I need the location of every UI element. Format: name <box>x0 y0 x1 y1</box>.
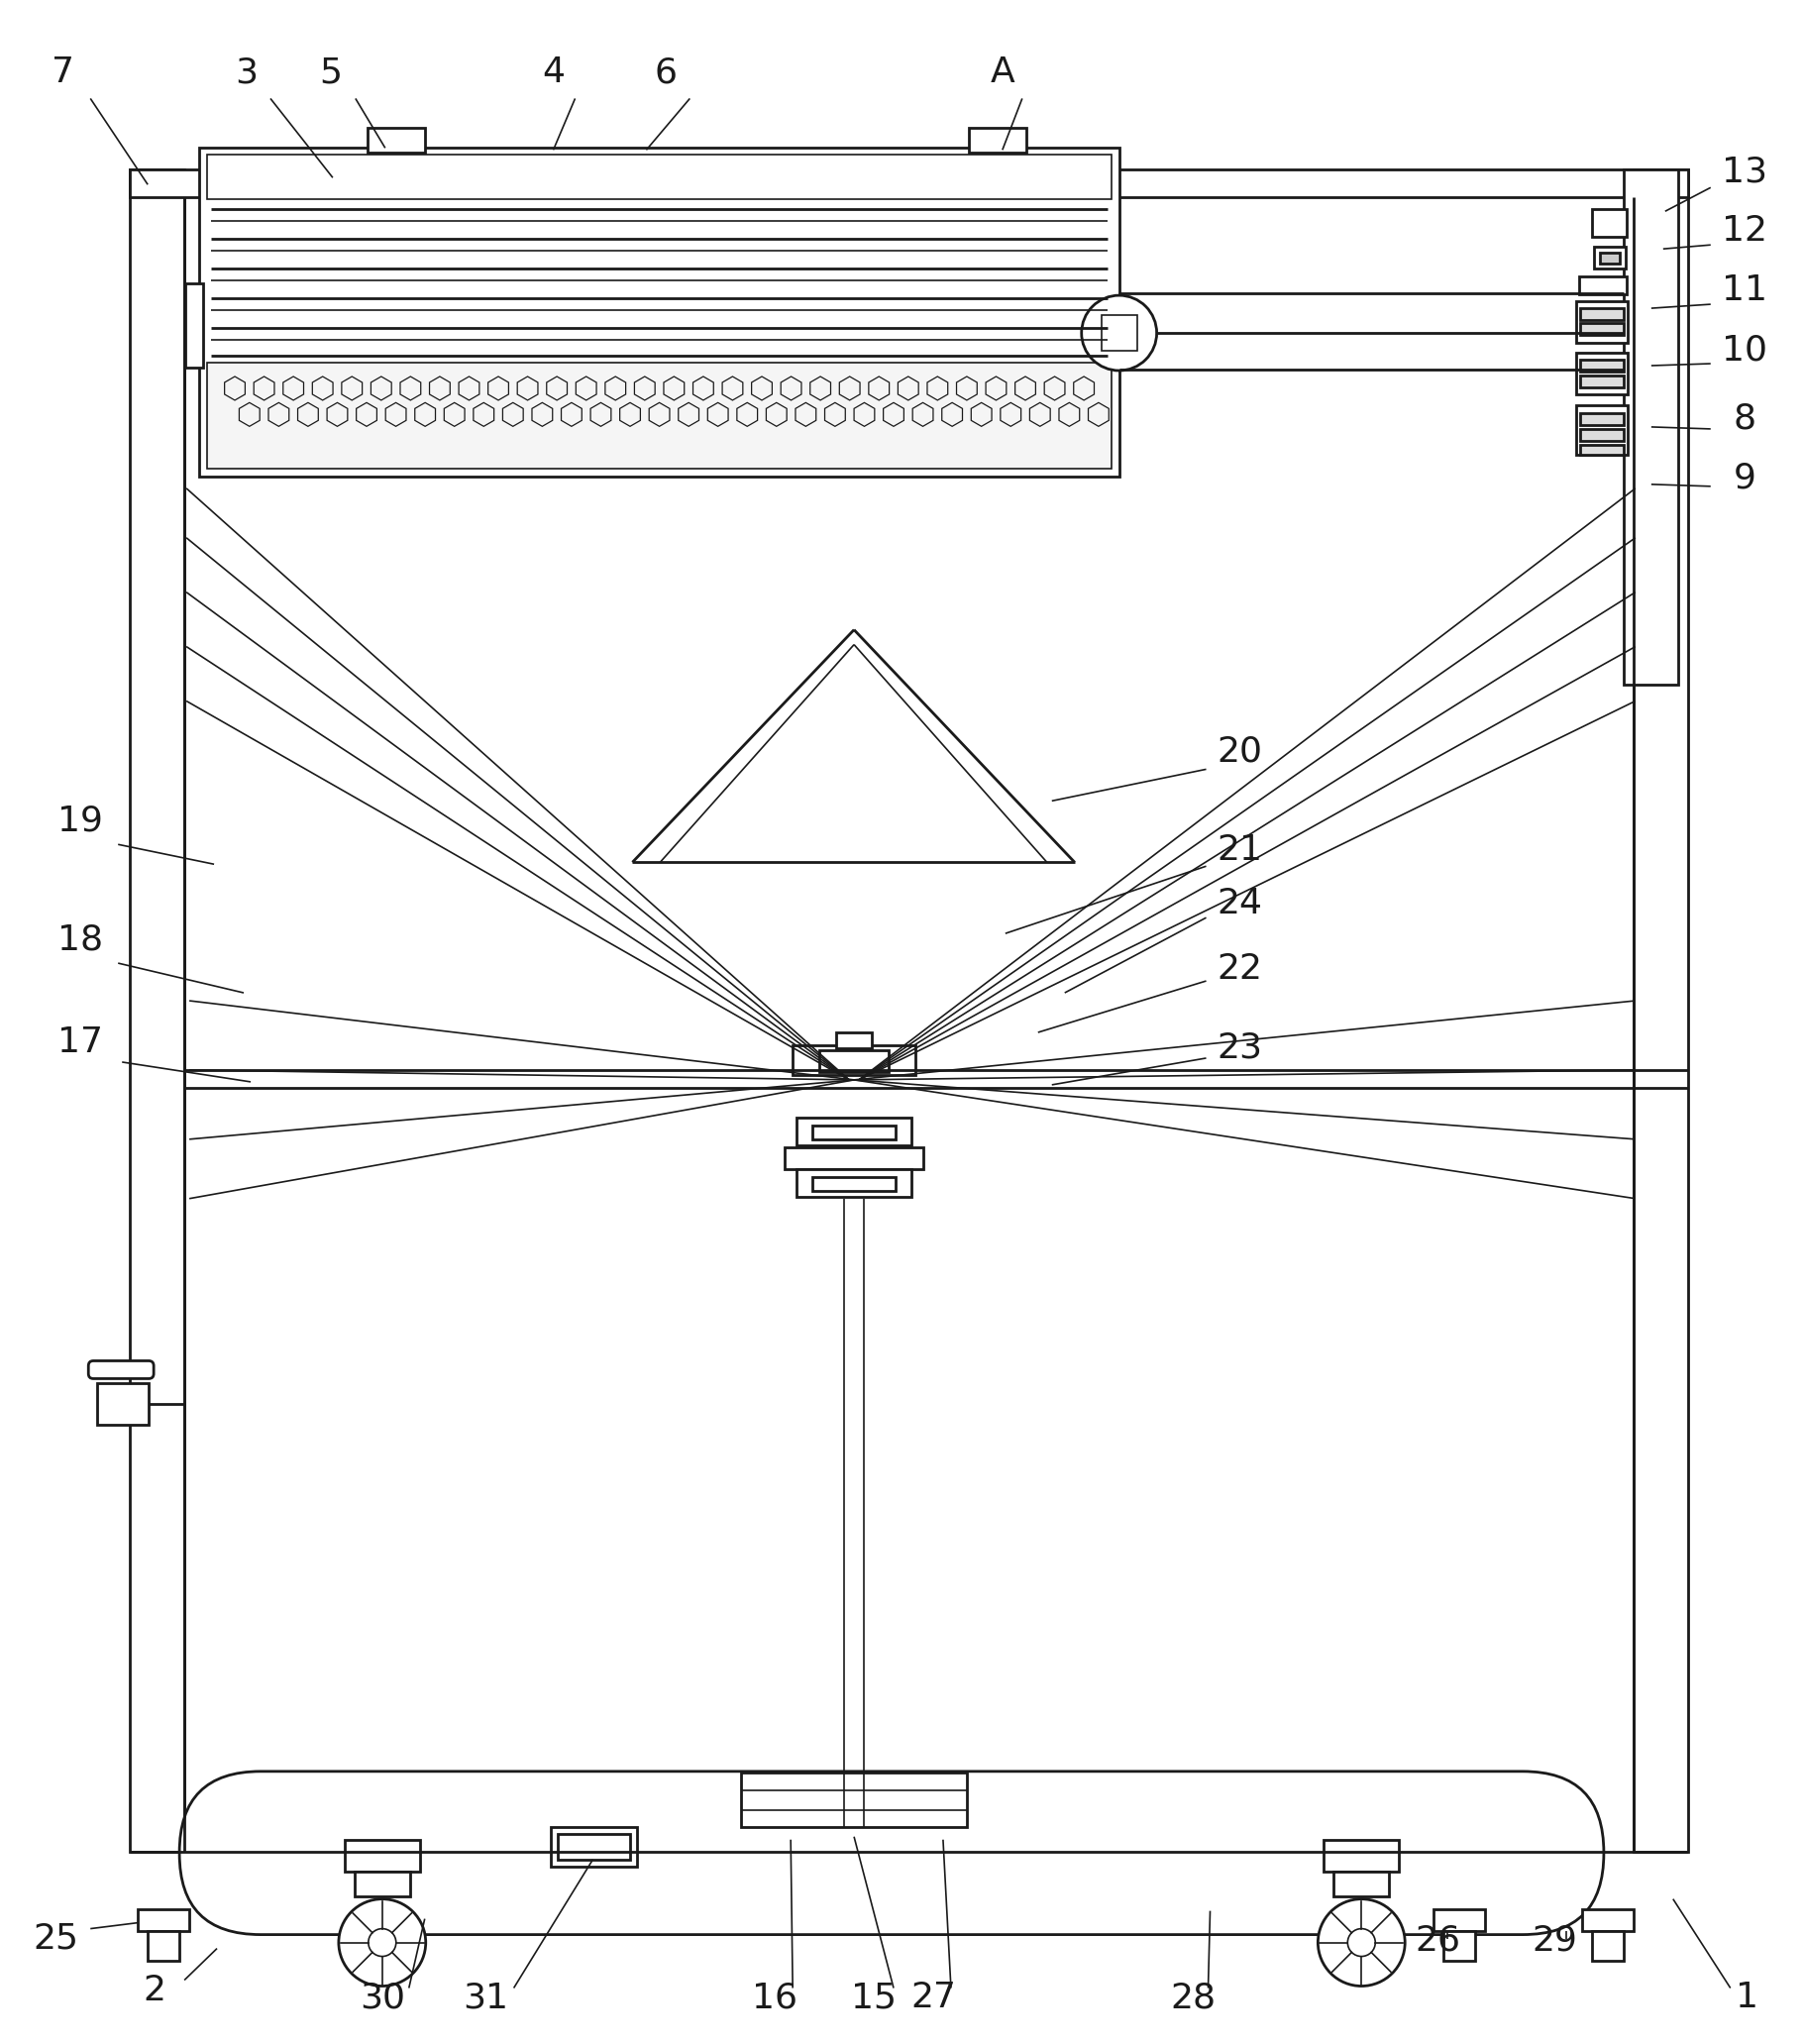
Bar <box>812 1177 895 1192</box>
Text: 2: 2 <box>143 1972 166 2007</box>
Bar <box>198 147 1118 476</box>
Bar <box>550 1827 637 1866</box>
Bar <box>130 170 1689 198</box>
Text: 5: 5 <box>319 55 343 90</box>
Bar <box>797 1169 911 1196</box>
Text: 6: 6 <box>655 55 678 90</box>
Circle shape <box>1319 1899 1405 1987</box>
Bar <box>1100 315 1137 352</box>
Bar <box>557 1833 630 1860</box>
Bar <box>207 155 1111 200</box>
Bar <box>1580 429 1624 442</box>
Bar <box>1577 300 1627 343</box>
Bar <box>148 1932 179 1960</box>
Bar <box>186 284 204 368</box>
Bar <box>1633 170 1689 1852</box>
Bar <box>345 1840 420 1872</box>
Text: 25: 25 <box>32 1921 79 1956</box>
Bar <box>1434 1909 1485 1932</box>
Bar <box>1600 253 1620 264</box>
Text: 31: 31 <box>464 1981 509 2015</box>
Bar <box>97 1384 148 1425</box>
Bar <box>785 1147 924 1169</box>
FancyBboxPatch shape <box>88 1361 153 1378</box>
Circle shape <box>1082 296 1156 370</box>
Bar <box>812 1126 895 1139</box>
Bar <box>1580 446 1624 454</box>
Bar <box>797 1118 911 1145</box>
Bar <box>819 1051 889 1071</box>
Text: 29: 29 <box>1532 1923 1577 1958</box>
Text: 4: 4 <box>541 55 565 90</box>
Bar <box>1580 309 1624 321</box>
Text: 11: 11 <box>1721 274 1768 307</box>
Text: 28: 28 <box>1171 1981 1216 2015</box>
Text: 21: 21 <box>1218 834 1263 867</box>
Bar <box>1582 1909 1633 1932</box>
Text: 7: 7 <box>51 55 74 90</box>
Text: 24: 24 <box>1218 887 1263 920</box>
Text: 15: 15 <box>851 1981 897 2015</box>
Bar <box>1580 413 1624 425</box>
Bar <box>1591 208 1627 237</box>
FancyBboxPatch shape <box>179 1772 1604 1934</box>
Bar <box>1624 170 1678 685</box>
Bar <box>792 1044 915 1075</box>
Text: 13: 13 <box>1721 155 1768 188</box>
Bar <box>837 1032 871 1049</box>
Text: 3: 3 <box>235 55 258 90</box>
Text: 19: 19 <box>58 803 103 838</box>
Bar <box>1577 354 1627 394</box>
Bar <box>1577 405 1627 454</box>
Circle shape <box>339 1899 426 1987</box>
Bar <box>207 362 1111 468</box>
Text: 16: 16 <box>752 1981 797 2015</box>
Bar <box>1580 376 1624 388</box>
Bar <box>355 1872 410 1897</box>
Text: 30: 30 <box>359 1981 404 2015</box>
Text: A: A <box>990 55 1014 90</box>
Text: 17: 17 <box>58 1026 103 1059</box>
Text: 8: 8 <box>1734 403 1755 435</box>
Bar <box>130 170 184 1852</box>
Bar <box>1333 1872 1389 1897</box>
Text: 10: 10 <box>1721 333 1768 366</box>
Bar <box>1580 323 1624 335</box>
Text: 9: 9 <box>1734 462 1755 495</box>
Bar <box>1443 1932 1476 1960</box>
Text: 1: 1 <box>1735 1981 1759 2015</box>
Circle shape <box>1348 1930 1375 1956</box>
Text: 23: 23 <box>1218 1032 1263 1065</box>
Text: 22: 22 <box>1218 953 1263 985</box>
Bar <box>368 129 424 153</box>
Bar <box>1591 1932 1624 1960</box>
Bar <box>1580 360 1624 372</box>
Bar <box>1595 247 1625 268</box>
Circle shape <box>368 1930 397 1956</box>
Text: 12: 12 <box>1721 215 1768 247</box>
Text: 18: 18 <box>58 922 103 957</box>
Text: 27: 27 <box>911 1981 956 2015</box>
Bar <box>1324 1840 1400 1872</box>
Text: 26: 26 <box>1414 1923 1461 1958</box>
Bar <box>969 129 1026 153</box>
Bar <box>137 1909 189 1932</box>
Bar <box>1578 276 1627 294</box>
Text: 20: 20 <box>1218 734 1263 769</box>
Bar <box>741 1772 967 1827</box>
